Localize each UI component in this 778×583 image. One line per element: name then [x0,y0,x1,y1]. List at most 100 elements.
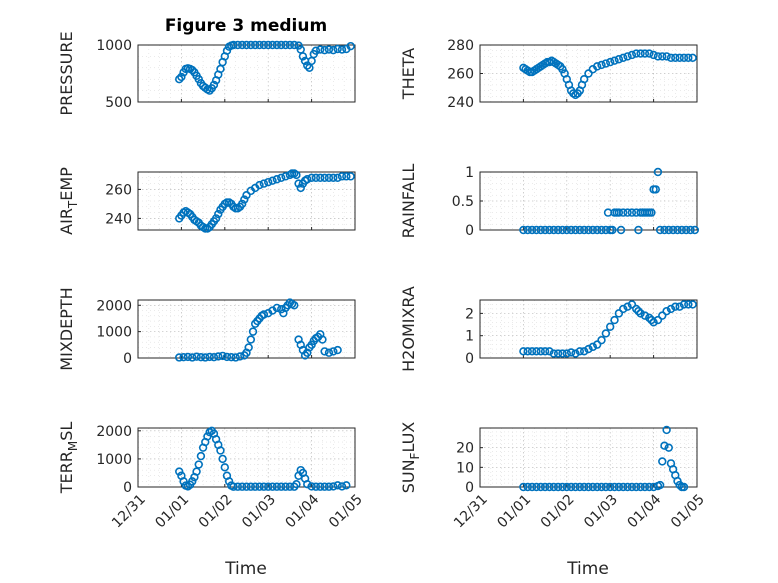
data-point [303,479,312,489]
data-point [250,482,260,491]
data-point [523,482,532,492]
data-point [196,353,206,362]
data-point [605,57,615,67]
data-point [175,74,184,84]
data-point [645,313,654,323]
data-point [673,225,682,235]
data-point [671,53,680,63]
data-point [627,208,637,217]
data-point [216,446,225,455]
data-point [527,482,537,492]
data-point [290,40,299,50]
y-tick-label: 20 [456,441,474,457]
data-point [303,175,312,184]
data-point [636,482,645,492]
data-point [584,69,593,78]
data-point [649,50,658,60]
plot-border [137,44,356,103]
data-point [671,302,680,311]
data-point [651,185,660,194]
marker-series [175,169,355,233]
data-point [588,482,598,492]
data-point [229,482,238,491]
data-point [571,225,580,235]
data-point [684,300,693,309]
data-point [320,347,329,356]
data-point [205,352,214,362]
data-point [242,482,251,491]
marker-series [175,298,342,362]
data-point [558,482,567,492]
data-point [584,225,593,235]
data-point [527,347,537,356]
data-point [601,482,611,492]
data-point [311,46,321,55]
data-point [205,86,214,95]
data-point [634,306,643,316]
data-point [264,482,273,491]
y-tick-label: 2000 [96,298,132,314]
plot-border [137,427,356,488]
data-point [259,310,269,319]
data-point [201,353,210,362]
data-point [240,195,249,204]
data-point [592,482,602,492]
data-point [227,353,236,362]
data-point [664,443,673,452]
data-point [329,45,338,55]
data-point [188,353,197,362]
y-tick-label: 1 [465,329,474,345]
data-point [664,225,673,235]
data-point [579,225,589,235]
y-tick-label: 240 [105,211,132,227]
data-point [237,482,247,491]
data-point [337,172,347,181]
data-point [566,225,576,235]
data-point [640,311,650,320]
subplot-6: 0 1 2 H2OMIXRA [399,286,698,372]
data-point [597,60,606,70]
data-point [246,335,256,344]
data-point [527,225,537,235]
data-point [679,482,689,492]
y-tick-label: 1 [465,165,474,181]
data-point [277,482,286,491]
x-tick-label: 01/05 [668,492,708,532]
data-point [679,53,689,63]
data-point [519,347,528,356]
x-axis-label-right: Time [566,559,609,579]
y-tick-label: 0 [465,351,474,367]
data-point [222,352,232,362]
data-point [307,482,316,491]
data-point [558,225,567,235]
data-point [277,173,286,183]
data-point [272,175,282,184]
data-point [545,347,554,356]
y-tick-label: 0.5 [452,194,474,210]
data-point [318,335,327,344]
y-axis-label: TERRMSL [57,422,80,495]
data-point [532,482,541,492]
data-point [342,481,351,490]
x-tick-label: 12/31 [451,492,491,532]
data-point [264,177,273,187]
plot-border [479,427,698,488]
data-point [579,482,589,492]
data-point [614,309,624,318]
data-point [179,477,188,486]
x-tick-label: 01/02 [196,492,236,532]
data-point [584,482,593,492]
data-point [681,225,691,235]
data-point [653,52,663,61]
data-point [645,482,654,492]
data-point [324,348,334,357]
data-point [601,59,611,68]
data-point [549,225,558,235]
data-point [523,225,532,235]
data-point [575,347,585,356]
data-point [540,347,550,356]
data-point [566,348,576,357]
data-point [196,451,206,461]
